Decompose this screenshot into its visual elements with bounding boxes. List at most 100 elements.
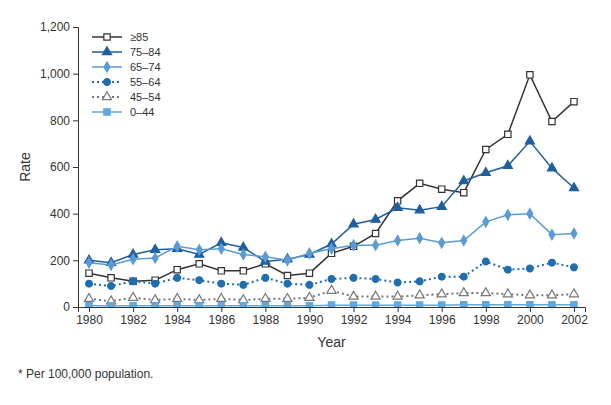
plot: 02004006008001,0001,20019801982198419861…: [17, 20, 588, 350]
marker: [306, 281, 313, 288]
marker: [306, 303, 312, 307]
marker: [503, 161, 512, 169]
marker: [86, 303, 92, 307]
marker: [261, 294, 270, 302]
y-tick-mark: [73, 260, 78, 261]
marker: [349, 291, 358, 299]
marker: [240, 249, 246, 259]
y-tick: 600: [50, 160, 78, 174]
y-tick-mark: [73, 167, 78, 168]
y-tick-mark: [73, 27, 78, 28]
x-tick: 2000: [517, 307, 544, 327]
series-line: [89, 262, 574, 287]
marker: [505, 131, 511, 137]
y-tick-label: 0: [63, 300, 70, 314]
marker: [152, 280, 159, 287]
marker: [525, 136, 534, 144]
marker: [218, 280, 225, 287]
marker: [152, 253, 158, 263]
marker: [195, 295, 204, 303]
marker: [569, 183, 578, 191]
legend-item: 55–64: [92, 76, 161, 88]
x-tick: 1996: [429, 307, 456, 327]
marker: [349, 219, 358, 227]
x-axis: 1980198219841986198819901992199419961998…: [76, 307, 588, 327]
x-tick-label: 1994: [385, 313, 412, 327]
marker: [328, 302, 334, 307]
y-axis: 02004006008001,0001,200: [40, 20, 79, 314]
marker: [571, 99, 577, 105]
marker: [393, 203, 402, 211]
marker: [503, 289, 512, 297]
marker: [327, 285, 336, 293]
marker: [569, 289, 578, 297]
y-tick-mark: [73, 214, 78, 215]
marker: [130, 254, 136, 264]
x-tick-mark: [133, 307, 134, 312]
marker: [240, 268, 246, 274]
marker: [372, 302, 378, 307]
x-tick-mark: [486, 307, 487, 312]
marker: [483, 302, 489, 307]
x-tick-mark: [309, 307, 310, 312]
legend-item: ≥85: [92, 31, 148, 43]
x-tick: 1980: [76, 307, 103, 327]
marker: [240, 281, 247, 288]
legend: ≥8575–8465–7455–6445–540–44: [92, 31, 161, 118]
x-tick: 1984: [164, 307, 191, 327]
marker: [417, 233, 423, 243]
marker: [174, 303, 180, 307]
marker: [437, 201, 446, 209]
y-tick: 1,000: [40, 67, 78, 81]
marker: [549, 259, 556, 266]
marker: [240, 303, 246, 307]
marker: [218, 303, 224, 307]
marker: [283, 294, 292, 302]
x-tick-mark: [530, 307, 531, 312]
marker: [415, 290, 424, 298]
marker: [571, 264, 578, 271]
y-tick-label: 600: [50, 160, 70, 174]
y-tick-label: 1,200: [40, 20, 70, 34]
marker: [86, 258, 92, 268]
marker: [108, 283, 115, 290]
x-tick: 1992: [341, 307, 368, 327]
marker: [416, 278, 423, 285]
y-tick-mark: [73, 120, 78, 121]
marker: [395, 235, 401, 245]
legend-marker: [104, 79, 111, 86]
marker: [571, 302, 577, 307]
y-tick: 800: [50, 114, 78, 128]
y-tick-mark: [73, 74, 78, 75]
x-tick: 1998: [473, 307, 500, 327]
x-tick-mark: [574, 307, 575, 312]
x-tick-mark: [354, 307, 355, 312]
y-tick-mark: [73, 307, 78, 308]
marker: [173, 294, 182, 302]
marker: [108, 303, 114, 307]
x-tick: 1990: [297, 307, 324, 327]
marker: [130, 278, 136, 284]
marker: [151, 295, 160, 303]
marker: [482, 258, 489, 265]
y-tick-label: 800: [50, 114, 70, 128]
axis-line: [73, 28, 79, 308]
marker: [461, 302, 467, 307]
x-tick-mark: [398, 307, 399, 312]
x-tick-mark: [265, 307, 266, 312]
marker: [218, 244, 224, 254]
x-tick-label: 1984: [164, 313, 191, 327]
legend-marker: [104, 62, 110, 72]
x-tick-label: 1986: [208, 313, 235, 327]
marker: [393, 291, 402, 299]
marker: [130, 278, 137, 285]
marker: [329, 244, 335, 254]
marker: [481, 288, 490, 296]
legend-label: 75–84: [130, 46, 161, 58]
x-axis-title: Year: [317, 334, 346, 350]
marker: [461, 235, 467, 245]
marker: [284, 303, 290, 307]
marker: [505, 302, 511, 307]
marker: [373, 240, 379, 250]
marker: [350, 302, 356, 307]
